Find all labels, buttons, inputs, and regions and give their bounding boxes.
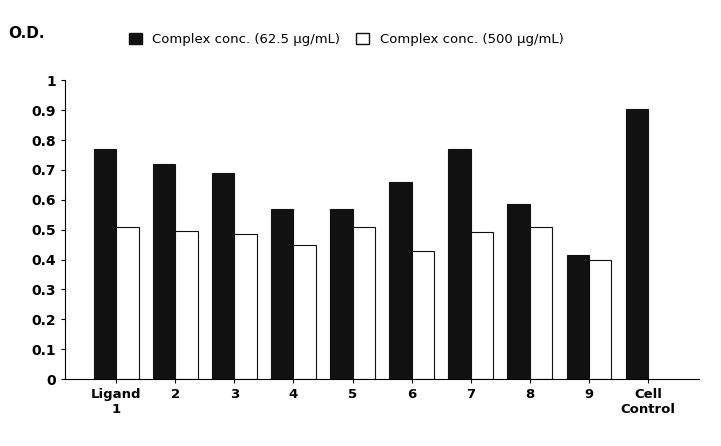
Legend: Complex conc. (62.5 μg/mL), Complex conc. (500 μg/mL): Complex conc. (62.5 μg/mL), Complex conc… [128,33,564,46]
Bar [471,232,493,379]
Bar [293,245,316,379]
Bar [389,182,412,379]
Bar [153,164,175,379]
Bar [116,227,138,379]
Bar [94,149,116,379]
Bar [589,260,611,379]
Bar [626,109,648,379]
Bar [530,227,552,379]
Bar [353,227,375,379]
Bar [175,231,198,379]
Bar [330,209,353,379]
Bar [567,255,589,379]
Bar [508,204,530,379]
Text: O.D.: O.D. [8,26,44,41]
Bar [212,173,234,379]
Bar [412,251,434,379]
Bar [271,209,293,379]
Bar [448,149,471,379]
Bar [234,234,257,379]
